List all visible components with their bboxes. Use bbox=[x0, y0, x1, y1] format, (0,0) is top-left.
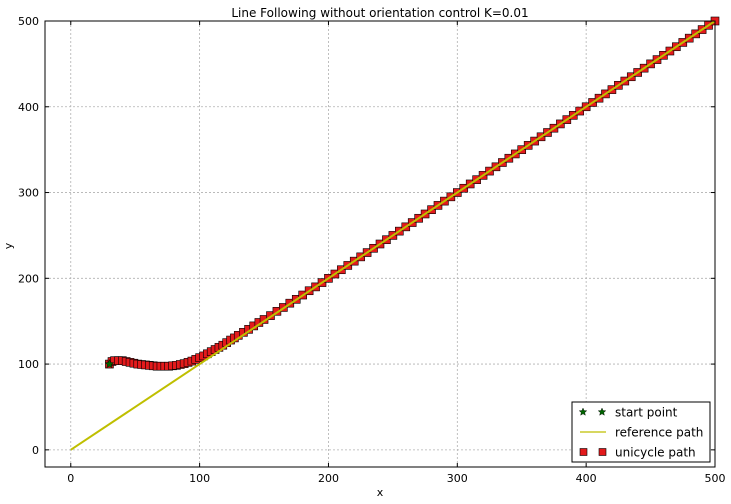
legend: start point reference path unicycle path bbox=[571, 401, 711, 463]
legend-entry: reference path bbox=[580, 426, 703, 440]
reference-path-line bbox=[70, 20, 716, 451]
legend-square-marker bbox=[579, 448, 588, 456]
unicycle-path-series bbox=[105, 16, 720, 371]
legend-star-marker bbox=[578, 407, 588, 416]
legend-entry: start point bbox=[578, 406, 678, 420]
legend-entry: unicycle path bbox=[579, 446, 696, 460]
x-tick-label: 400 bbox=[576, 472, 597, 485]
x-tick-label: 100 bbox=[189, 472, 210, 485]
plot-data bbox=[70, 16, 720, 451]
legend-label: reference path bbox=[615, 426, 703, 440]
x-tick-label: 300 bbox=[447, 472, 468, 485]
y-tick-label: 100 bbox=[18, 358, 39, 371]
legend-label: unicycle path bbox=[615, 446, 696, 460]
legend-label: start point bbox=[615, 406, 678, 420]
x-tick-label: 0 bbox=[67, 472, 74, 485]
legend-star-marker bbox=[597, 407, 607, 416]
x-axis-label: x bbox=[377, 486, 384, 499]
axes: 0 100 200 300 400 500 0 100 200 300 400 500 bbox=[18, 15, 726, 485]
start-point-marker bbox=[104, 359, 115, 369]
plot-frame bbox=[44, 20, 716, 468]
y-tick-label: 400 bbox=[18, 101, 39, 114]
x-tick-label: 500 bbox=[705, 472, 726, 485]
y-tick-label: 200 bbox=[18, 272, 39, 285]
x-tick-label: 200 bbox=[318, 472, 339, 485]
y-tick-label: 500 bbox=[18, 15, 39, 28]
y-tick-label: 0 bbox=[32, 444, 39, 457]
chart-title: Line Following without orientation contr… bbox=[231, 6, 528, 20]
y-tick-label: 300 bbox=[18, 187, 39, 200]
legend-square-marker bbox=[598, 448, 607, 456]
y-axis-label: y bbox=[2, 242, 15, 249]
